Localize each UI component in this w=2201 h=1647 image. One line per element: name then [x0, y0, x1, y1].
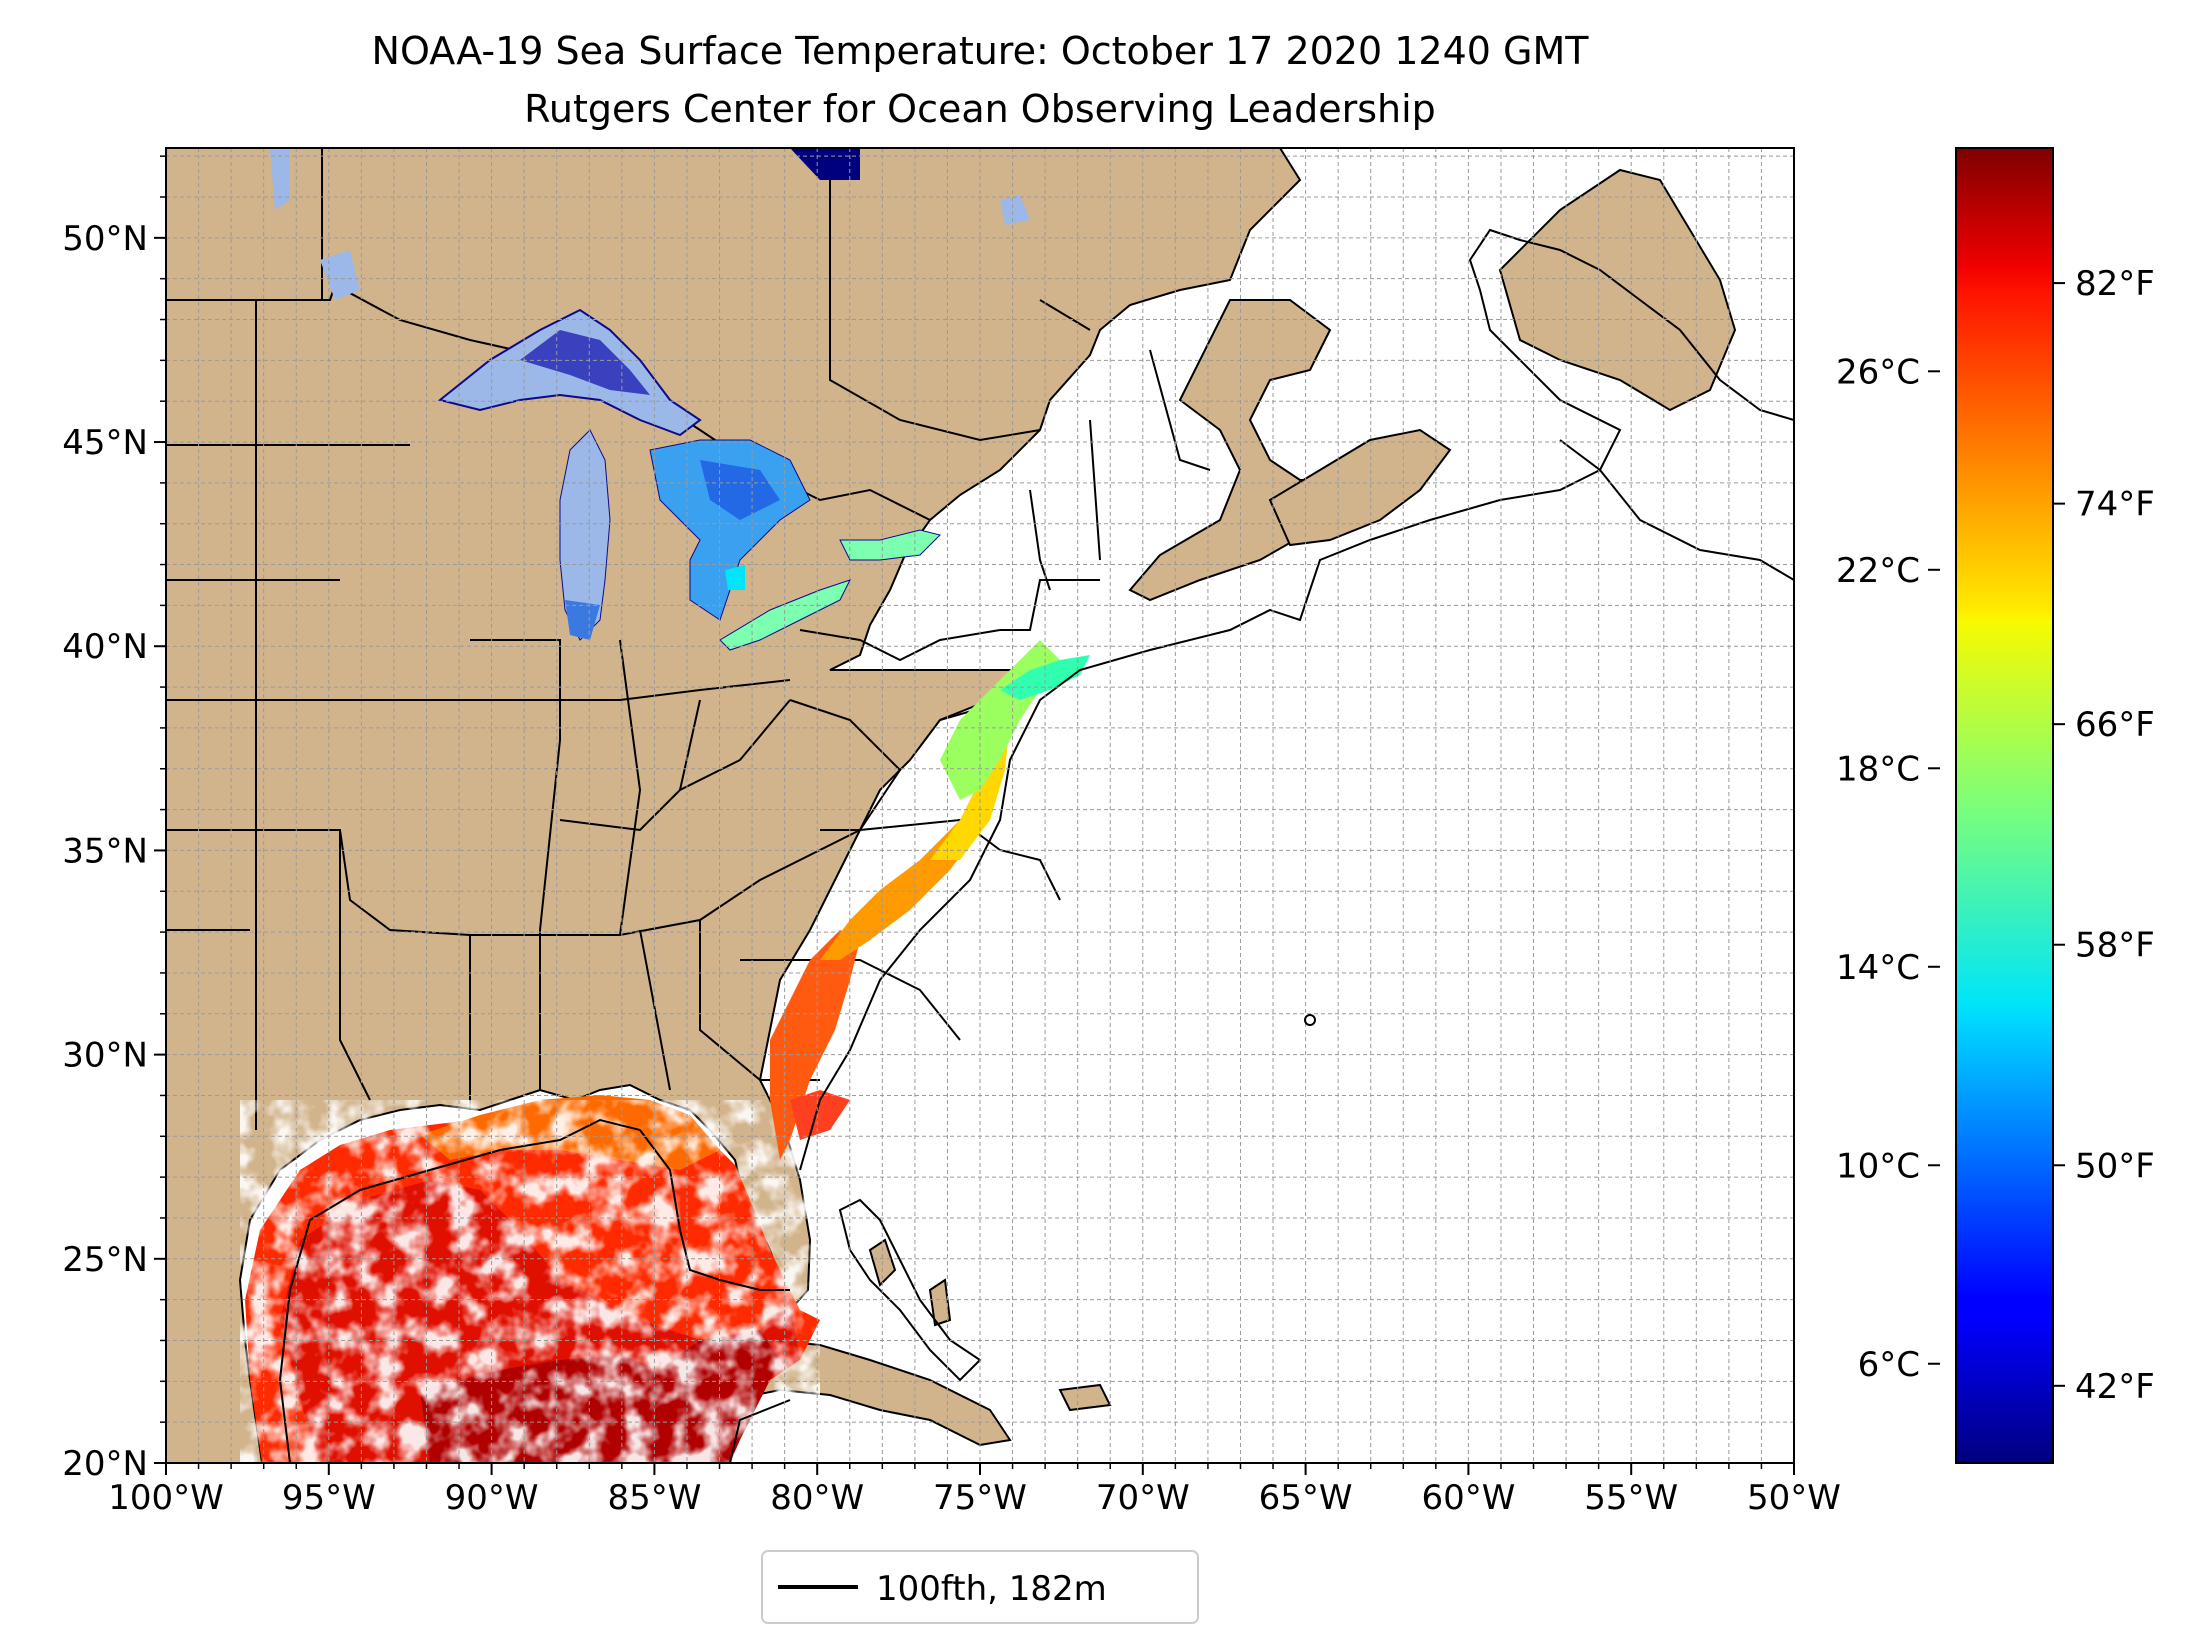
map-title-line-1: NOAA-19 Sea Surface Temperature: October…: [372, 29, 1590, 73]
graticule: [166, 148, 1794, 1463]
lon-tick-label: 60°W: [1421, 1478, 1515, 1518]
lon-tick-label: 80°W: [770, 1478, 864, 1518]
land-cape-breton: [1268, 428, 1452, 547]
colorbar: 42°F 50°F 58°F 66°F 74°F 82°F 6°C 10°C 14°C 18°C…: [1836, 147, 2155, 1464]
lon-tick-label: 90°W: [445, 1478, 539, 1518]
sst-georgia-patch: [790, 1090, 850, 1140]
colorbar-c-label: 6°C: [1858, 1345, 1920, 1385]
map-panel: [166, 148, 1794, 1463]
lon-tick-label: 55°W: [1584, 1478, 1678, 1518]
bermuda-marker: [1304, 1014, 1316, 1026]
lon-tick-label: 70°W: [1096, 1478, 1190, 1518]
cloud-cover-gulf: [240, 1100, 820, 1463]
lake-michigan-south: [565, 600, 600, 640]
lake-ontario: [839, 529, 941, 561]
legend-box: [761, 1550, 1199, 1624]
lon-tick-label: 95°W: [282, 1478, 376, 1518]
lat-tick-label: 45°N: [62, 423, 148, 463]
isobath-100-fathom: [799, 228, 1794, 1171]
hudson-bay-cold-water: [790, 148, 860, 180]
colorbar-f-label: 42°F: [2075, 1367, 2155, 1407]
lon-tick-label: 75°W: [933, 1478, 1027, 1518]
isobath-gulf: [278, 1118, 791, 1463]
lat-tick-label: 35°N: [62, 831, 148, 871]
lon-tick-label: 50°W: [1747, 1478, 1841, 1518]
lat-tick-label: 20°N: [62, 1444, 148, 1484]
isobath-grand-banks: [1559, 439, 1794, 581]
colorbar-f-label: 58°F: [2075, 926, 2155, 966]
colorbar-gradient: [1955, 147, 2054, 1464]
colorbar-c-label: 26°C: [1836, 352, 1920, 392]
colorbar-c-label: 18°C: [1836, 749, 1920, 789]
colorbar-c-label: 14°C: [1836, 948, 1920, 988]
lat-tick-label: 30°N: [62, 1036, 148, 1076]
colorbar-f-ticks: 42°F 50°F 58°F 66°F 74°F 82°F: [2053, 264, 2155, 1407]
sst-new-york-bight: [1000, 655, 1090, 700]
lat-axis: 20°N 25°N 30°N 35°N 40°N 45°N 50°N: [62, 155, 166, 1484]
lake-superior-cold-core: [520, 330, 650, 395]
colorbar-c-ticks: 6°C 10°C 14°C 18°C 22°C 26°C: [1836, 352, 1940, 1385]
lat-tick-label: 25°N: [62, 1240, 148, 1280]
lon-tick-label: 85°W: [607, 1478, 701, 1518]
lon-tick-label: 100°W: [108, 1478, 224, 1518]
lon-tick-label: 65°W: [1259, 1478, 1353, 1518]
lon-axis: 100°W 95°W 90°W 85°W 80°W 75°W 70°W 65°W 60°W 55°…: [108, 1463, 1841, 1518]
legend-label: 100fth, 182m: [876, 1569, 1107, 1609]
lat-tick-label: 40°N: [62, 627, 148, 667]
lake-stclair: [725, 565, 745, 590]
colorbar-f-label: 74°F: [2075, 485, 2155, 525]
colorbar-c-label: 22°C: [1836, 551, 1920, 591]
legend: 100fth, 182m: [761, 1550, 1199, 1624]
lat-tick-label: 50°N: [62, 219, 148, 259]
colorbar-f-label: 66°F: [2075, 705, 2155, 745]
map-title-line-2: Rutgers Center for Ocean Observing Leade…: [524, 87, 1436, 131]
colorbar-f-label: 50°F: [2075, 1146, 2155, 1186]
colorbar-c-label: 10°C: [1836, 1146, 1920, 1186]
colorbar-f-label: 82°F: [2075, 264, 2155, 304]
inland-lakes: [270, 150, 1030, 300]
